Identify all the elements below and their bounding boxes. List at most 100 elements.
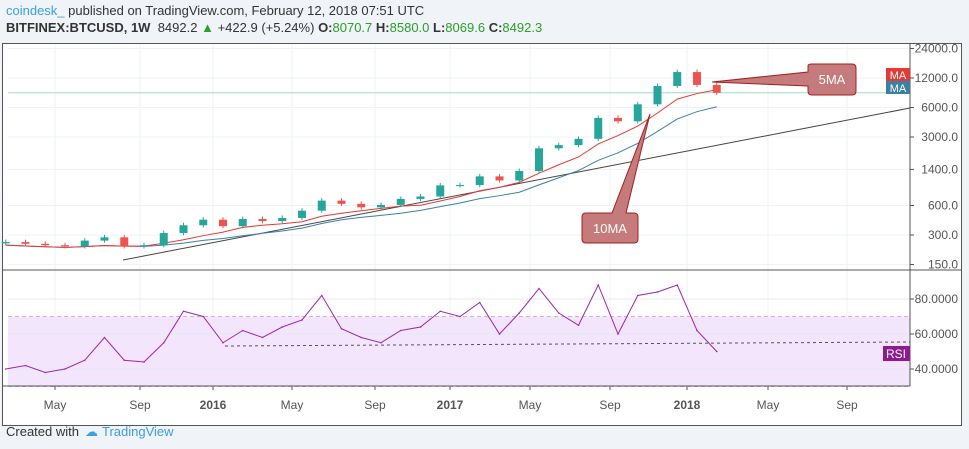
footer: Created with ☁ TradingView	[6, 424, 174, 440]
candle	[179, 225, 188, 234]
price-tick-label: 150.0	[928, 257, 958, 271]
x-tick-label: Sep	[599, 398, 621, 412]
callout-10ma	[581, 113, 651, 244]
rsi-tick-label: 40.0000	[915, 362, 959, 376]
rsi-point	[301, 319, 303, 321]
created-with: Created with	[6, 424, 79, 439]
candle	[614, 117, 622, 122]
x-tick-label: 2016	[200, 398, 227, 412]
candle	[673, 72, 682, 86]
publisher-link[interactable]: coindesk_	[6, 3, 65, 18]
change: +422.9 (+5.24%)	[217, 20, 315, 35]
candle	[377, 204, 385, 208]
candle	[1, 242, 10, 244]
candle	[41, 243, 50, 246]
candle	[693, 72, 701, 85]
candle	[21, 242, 30, 244]
rsi-point	[656, 291, 659, 293]
rsi-point	[123, 359, 126, 362]
rsi-point	[103, 336, 106, 339]
candle	[80, 240, 89, 247]
candle	[515, 170, 524, 181]
open-label: O:	[318, 20, 333, 35]
close-label: C:	[488, 20, 503, 35]
rsi-support-line	[224, 341, 911, 347]
price-tick-label: 1400.0	[921, 162, 958, 176]
candle	[317, 200, 326, 211]
price-tick-label: 3000.0	[921, 130, 958, 144]
rsi-point	[478, 301, 481, 304]
callout-10ma-label: 10MA	[593, 221, 627, 236]
tradingview-link[interactable]: TradingView	[101, 424, 174, 439]
ma-legend-label: MA	[890, 70, 907, 82]
high-label: H:	[375, 20, 390, 35]
rsi-point	[143, 361, 145, 363]
ma-legend-badge	[886, 68, 910, 81]
rsi-point	[518, 312, 521, 314]
candle	[554, 145, 563, 149]
callout-5ma-label: 5MA	[819, 72, 846, 87]
rsi-point	[538, 287, 540, 290]
candle	[278, 217, 287, 222]
candle	[61, 245, 69, 247]
candle	[219, 219, 227, 227]
up-arrow-icon: ▲	[201, 20, 214, 35]
low-label: L:	[433, 20, 446, 35]
rsi-point	[222, 341, 224, 344]
rsi-point	[577, 324, 580, 327]
x-tick-label: 2017	[437, 398, 464, 412]
x-tick-label: Sep	[129, 398, 151, 412]
candle	[495, 176, 504, 181]
price-tick-label: 600.0	[928, 198, 958, 212]
rsi-point	[281, 326, 284, 328]
publish-info: coindesk_ published on TradingView.com, …	[6, 3, 424, 18]
rsi-point	[44, 371, 47, 374]
rsi-point	[360, 336, 363, 339]
rsi-point	[24, 364, 27, 367]
candle	[633, 104, 642, 122]
rsi-point	[498, 333, 501, 335]
candle	[159, 233, 168, 246]
rsi-point	[340, 327, 343, 330]
x-tick-label: May	[519, 398, 542, 412]
rsi-point	[617, 333, 619, 335]
rsi-tick-label: 60.0000	[915, 327, 959, 341]
tradingview-logo-icon[interactable]: ☁	[84, 424, 98, 439]
candle	[574, 138, 583, 146]
rsi-band	[8, 316, 910, 387]
candle	[475, 176, 484, 186]
candle	[238, 218, 247, 227]
rsi-point	[261, 336, 264, 339]
candle	[140, 245, 148, 247]
rsi-point	[162, 341, 165, 344]
rsi-point	[4, 368, 7, 370]
candle	[199, 219, 208, 226]
x-tick-label: Sep	[836, 398, 858, 412]
rsi-point	[64, 368, 66, 370]
symbol: BITFINEX:BTCUSD, 1W	[6, 20, 151, 35]
candle	[100, 237, 109, 241]
rsi-point	[459, 315, 461, 318]
candle	[258, 218, 267, 222]
x-tick-label: May	[44, 398, 67, 412]
rsi-point	[676, 284, 679, 286]
price-tick-label: 24000.0	[915, 42, 959, 56]
close-value: 8492.3	[502, 20, 543, 35]
candle	[120, 237, 129, 247]
rsi-point	[83, 359, 86, 362]
rsi-point	[557, 312, 560, 314]
rsi-point	[715, 350, 718, 353]
rsi-point	[419, 326, 422, 328]
rsi-point	[241, 329, 244, 332]
callout-5ma	[711, 63, 857, 96]
candle	[436, 185, 445, 197]
candle	[456, 185, 464, 187]
rsi-point	[320, 294, 323, 297]
candle	[357, 203, 366, 208]
rsi-point	[399, 329, 402, 332]
symbol-info: BITFINEX:BTCUSD, 1W 8492.2 ▲ +422.9 (+5.…	[6, 20, 542, 35]
published-text: published on TradingView.com, February 1…	[68, 3, 425, 18]
rsi-point	[182, 310, 185, 313]
trendline	[122, 107, 911, 261]
